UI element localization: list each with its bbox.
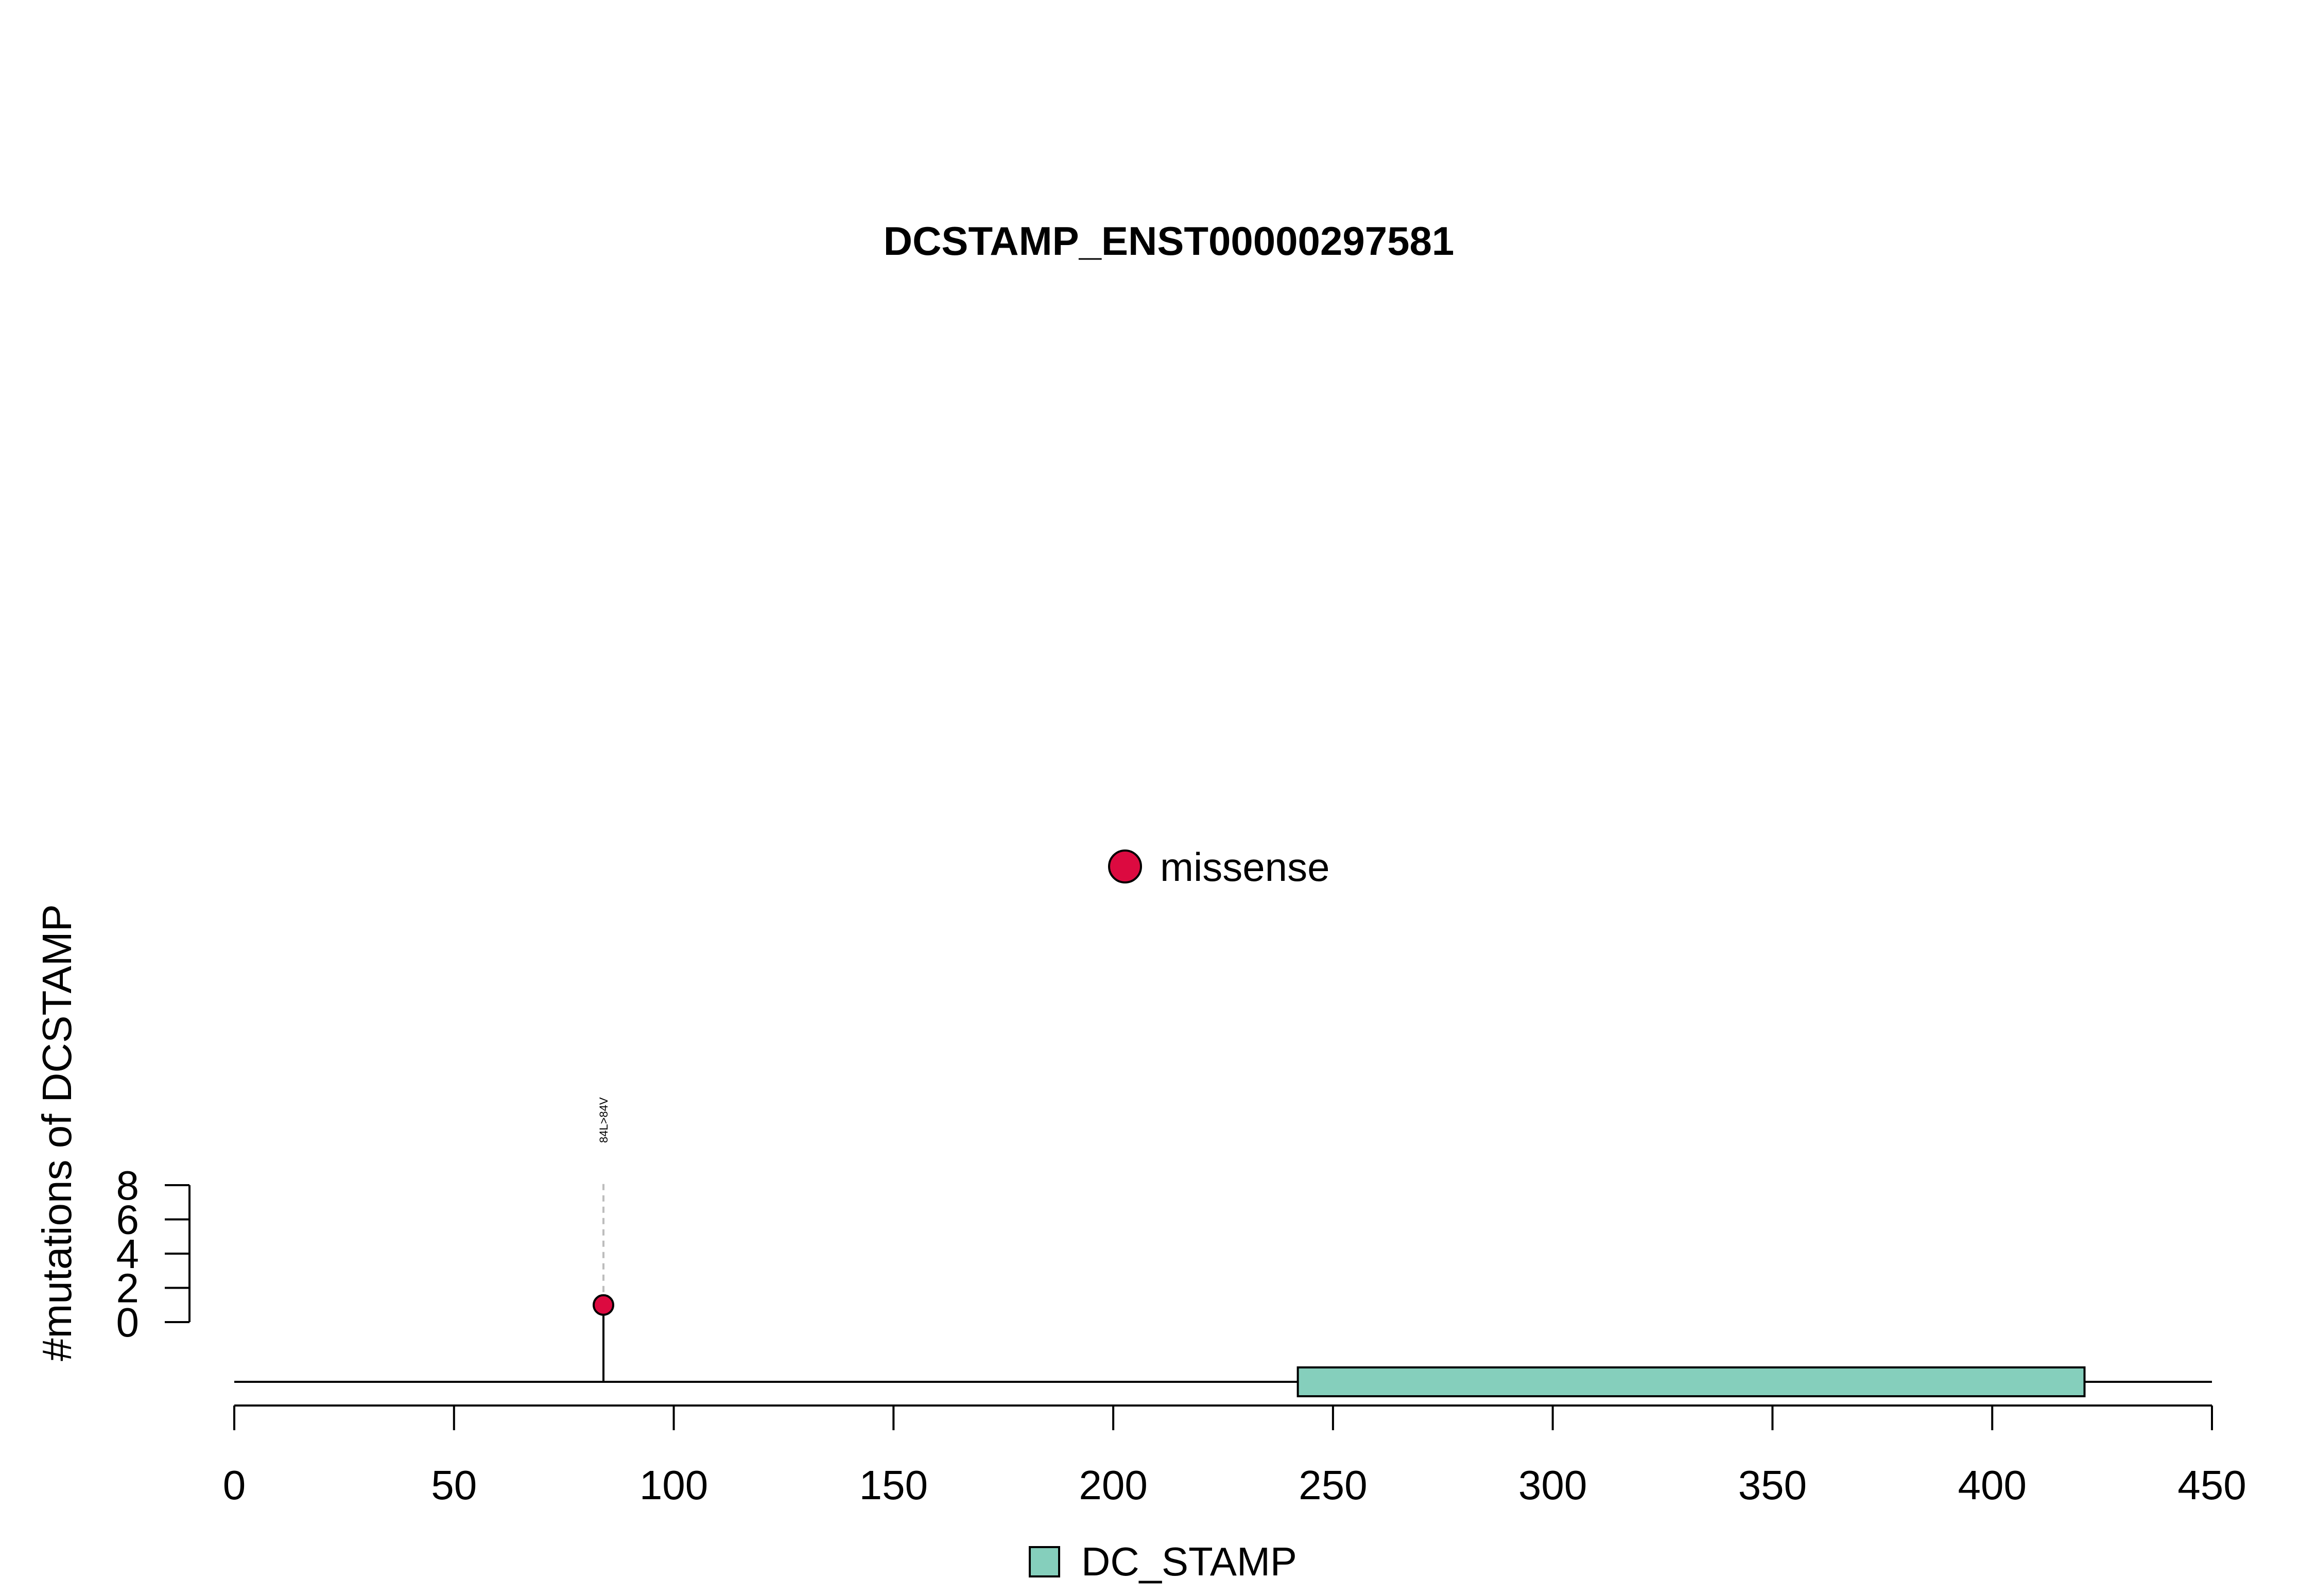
legend-missense-label: missense [1160, 844, 1329, 890]
domain-track [1296, 1366, 2086, 1397]
x-tick-label: 450 [2177, 1462, 2246, 1508]
x-tick-label: 0 [223, 1462, 246, 1508]
y-tick-label: 0 [116, 1299, 140, 1345]
x-tick-label: 200 [1079, 1462, 1147, 1508]
x-tick-label: 300 [1518, 1462, 1587, 1508]
domain-legend: DC_STAMP [1029, 1539, 1297, 1584]
domain-dc-stamp [1296, 1366, 2086, 1397]
mutation-legend: missense [1108, 844, 1329, 890]
y-tick-label: 2 [116, 1265, 140, 1311]
legend-domain-label: DC_STAMP [1081, 1539, 1297, 1584]
mutation-lollipops: 84L>84V [592, 1097, 614, 1382]
x-tick-label: 100 [639, 1462, 708, 1508]
y-tick-label: 8 [116, 1163, 140, 1208]
chart-title: DCSTAMP_ENST00000297581 [884, 218, 1454, 264]
x-tick-label: 350 [1738, 1462, 1807, 1508]
legend-domain-swatch [1029, 1546, 1060, 1577]
y-tick-label: 6 [116, 1197, 140, 1243]
mutation-point [592, 1294, 614, 1316]
legend-missense-marker [1108, 849, 1142, 883]
x-tick-label: 400 [1958, 1462, 2026, 1508]
x-axis: 0 50 100 150 200 250 300 350 400 450 [223, 1404, 2246, 1508]
x-tick-label: 50 [431, 1462, 477, 1508]
y-axis-label: #mutations of DCSTAMP [34, 904, 80, 1361]
y-tick-label: 4 [116, 1231, 140, 1277]
x-tick-label: 250 [1299, 1462, 1367, 1508]
mutation-label: 84L>84V [597, 1097, 610, 1143]
x-tick-label: 150 [859, 1462, 928, 1508]
